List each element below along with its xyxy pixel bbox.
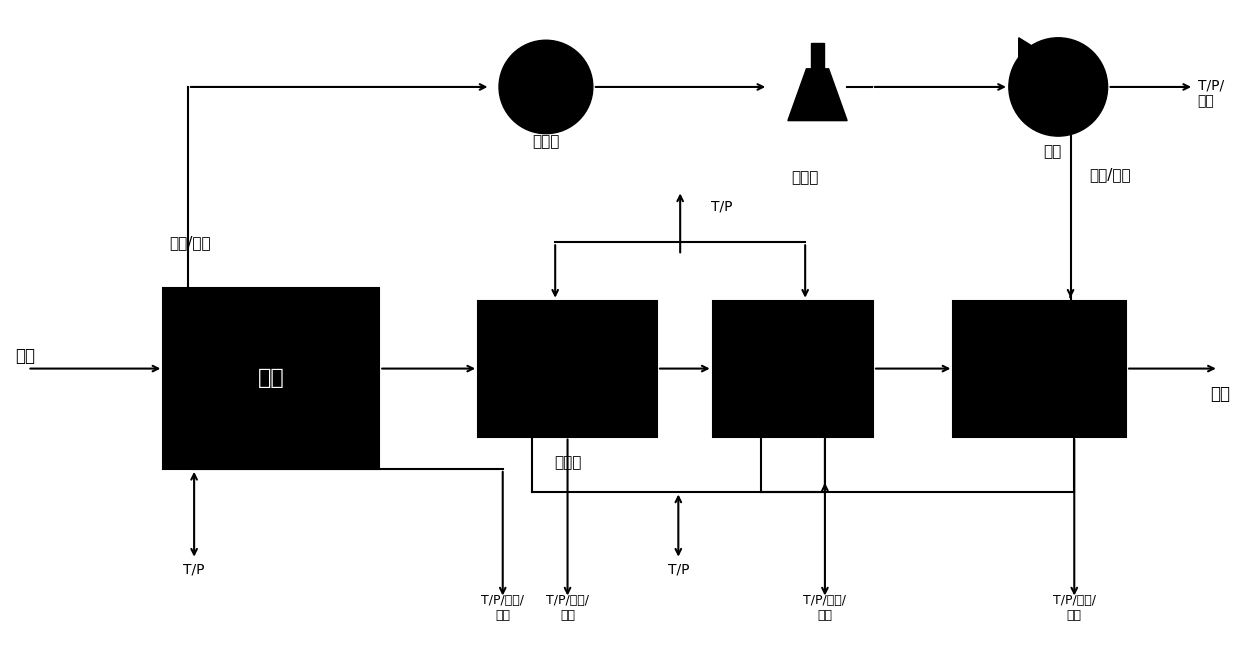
Polygon shape [787,69,847,121]
Bar [954,300,1126,437]
Text: T/P/成分/
湿度: T/P/成分/ 湿度 [546,594,589,622]
Text: 冷凝器: 冷凝器 [554,455,582,470]
Text: 锅炉: 锅炉 [258,368,285,389]
Bar [713,300,873,437]
Text: T/P/成分/
湿度: T/P/成分/ 湿度 [1053,594,1096,622]
Text: 烟气: 烟气 [1210,385,1230,404]
Text: T/P/
流量: T/P/ 流量 [1198,78,1224,108]
Ellipse shape [1009,38,1107,136]
Text: 冷却塔: 冷却塔 [791,170,818,185]
Text: T/P: T/P [184,562,205,577]
Text: 蒸汽/热水: 蒸汽/热水 [170,235,211,250]
Text: 换热器: 换热器 [532,135,559,150]
Text: T/P: T/P [711,200,733,214]
Polygon shape [811,43,823,69]
Text: 水泵: 水泵 [1043,144,1061,159]
Text: T/P: T/P [667,562,689,577]
Bar [164,288,379,469]
Text: T/P/成分/
湿度: T/P/成分/ 湿度 [804,594,847,622]
Bar [479,300,657,437]
Text: 燃气: 燃气 [15,347,35,364]
Ellipse shape [498,40,593,134]
Text: T/P/成分/
湿度: T/P/成分/ 湿度 [481,594,525,622]
Polygon shape [1019,38,1058,62]
Text: 进水/给水: 进水/给水 [1089,167,1131,182]
